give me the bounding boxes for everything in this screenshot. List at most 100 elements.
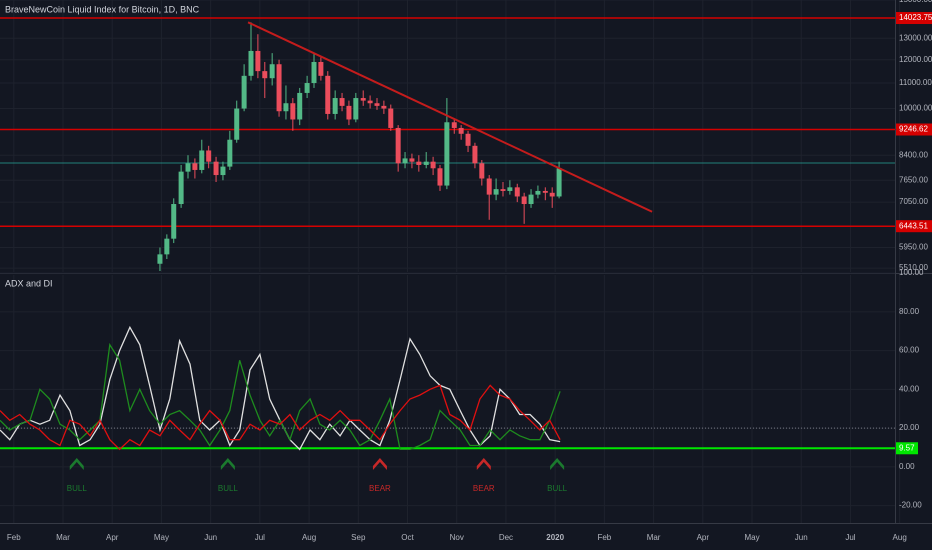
candle-body [430, 161, 436, 169]
signal-arrow [476, 458, 491, 470]
y-tick-label: 100.00 [899, 268, 924, 277]
candle-body [507, 187, 513, 191]
level-label-box [896, 442, 918, 455]
level-label: 6443.51 [899, 221, 928, 230]
candle-body [318, 61, 324, 76]
adx-pane [0, 325, 895, 451]
candle-body [192, 163, 198, 170]
candle-body [269, 64, 275, 79]
candle-body [346, 105, 352, 120]
candle-body [556, 168, 562, 197]
candle-body [227, 139, 233, 167]
signal-arrow [220, 458, 235, 470]
candle-body [395, 127, 401, 164]
level-label-box [896, 123, 932, 136]
candle-body [157, 254, 163, 264]
y-tick-label: 5950.00 [899, 243, 928, 252]
signal-arrow [550, 458, 565, 470]
candle-body [178, 171, 184, 205]
y-tick-label: 80.00 [899, 307, 920, 316]
x-tick-label: Aug [893, 533, 907, 542]
candle-body [199, 150, 205, 170]
candle-body [220, 166, 226, 176]
candle-body [472, 145, 478, 164]
candle-body [339, 98, 345, 106]
x-tick-label: Dec [499, 533, 513, 542]
candle-body [283, 103, 289, 112]
y-tick-label: 8400.00 [899, 150, 928, 159]
y-tick-label: 13000.00 [899, 33, 932, 42]
level-label-box [896, 12, 932, 25]
price-pane [0, 17, 895, 272]
y-tick-label: 11000.00 [899, 78, 932, 87]
y-tick-label: 10000.00 [899, 104, 932, 113]
signal-label: BEAR [473, 484, 495, 493]
x-tick-label: Apr [697, 533, 710, 542]
candle-body [451, 122, 457, 128]
x-tick-label: Mar [647, 533, 661, 542]
x-tick-label: Sep [351, 533, 366, 542]
candle-body [255, 50, 261, 72]
chart-title: BraveNewCoin Liquid Index for Bitcoin, 1… [5, 4, 200, 14]
candle-body [521, 196, 527, 205]
candle-body [248, 50, 254, 76]
candle-body [549, 192, 555, 197]
y-tick-label: 40.00 [899, 384, 920, 393]
x-tick-label: May [744, 533, 759, 542]
candle-body [486, 178, 492, 195]
x-tick-label: Mar [56, 533, 70, 542]
level-label: 9246.62 [899, 125, 928, 134]
candle-body [542, 190, 548, 193]
x-tick-label: Jun [204, 533, 217, 542]
candle-body [479, 163, 485, 179]
candle-body [206, 150, 212, 162]
candle-body [360, 98, 366, 101]
level-label: 14023.75 [899, 13, 932, 22]
signal-label: BULL [547, 484, 568, 493]
candle-body [213, 161, 219, 176]
candle-body [311, 61, 317, 84]
candle-body [402, 158, 408, 164]
x-tick-label: May [154, 533, 169, 542]
y-tick-label: 60.00 [899, 346, 920, 355]
y-tick-label: 12000.00 [899, 55, 932, 64]
y-tick-label: 7050.00 [899, 197, 928, 206]
candle-body [416, 161, 422, 165]
candle-body [514, 187, 520, 197]
candle-body [332, 98, 338, 114]
candle-body [297, 92, 303, 120]
candle-body [262, 71, 268, 79]
x-tick-label: Jun [795, 533, 808, 542]
x-tick-label: 2020 [546, 533, 564, 542]
signal-label: BULL [218, 484, 239, 493]
candle-body [234, 108, 240, 140]
x-tick-label: Oct [401, 533, 414, 542]
x-tick-label: Feb [597, 533, 611, 542]
candle-body [535, 190, 541, 195]
signal-arrow [372, 458, 387, 470]
signal-label: BEAR [369, 484, 391, 493]
y-tick-label: 15000.00 [899, 0, 932, 4]
y-tick-label: 5510.00 [899, 263, 928, 272]
candle-body [290, 103, 296, 120]
candle-body [164, 238, 170, 255]
candle-body [276, 64, 282, 112]
x-tick-label: Nov [450, 533, 464, 542]
y-tick-label: 7650.00 [899, 175, 928, 184]
candle-body [465, 133, 471, 146]
indicator-line [0, 384, 561, 451]
candle-body [353, 98, 359, 120]
candle-body [374, 103, 380, 106]
candle-body [409, 158, 415, 162]
candle-body [388, 108, 394, 128]
candle-body [381, 105, 387, 109]
candle-body [423, 161, 429, 165]
y-tick-label: 20.00 [899, 423, 920, 432]
signal-arrow [69, 458, 84, 470]
x-tick-label: Aug [302, 533, 316, 542]
candle-body [171, 204, 177, 239]
axes: Feb Mar Apr May Jun Jul Aug Sep Oct Nov Dec 2020 Feb… [7, 0, 932, 542]
candle-body [241, 75, 247, 109]
